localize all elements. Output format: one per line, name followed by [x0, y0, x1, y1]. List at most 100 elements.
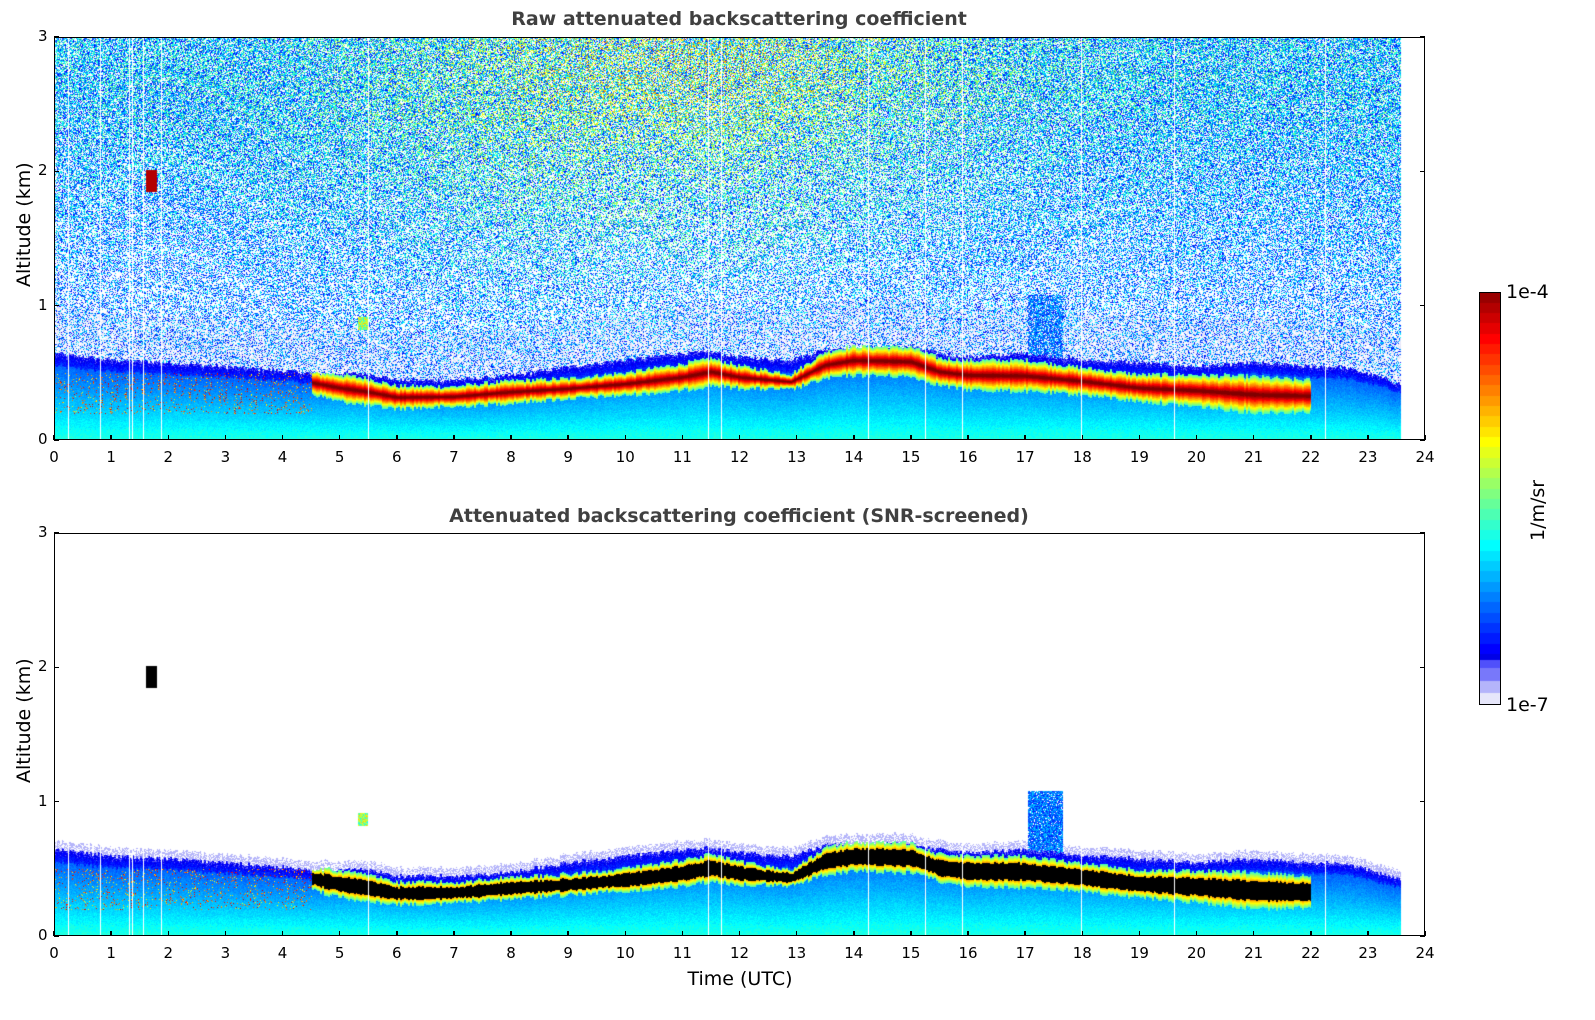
x-tick: [510, 435, 512, 440]
y-tick: [1420, 800, 1425, 803]
x-tick: [795, 435, 798, 440]
x-tick-label: 7: [449, 944, 459, 962]
colorbar-min-label: 1e-7: [1506, 694, 1549, 716]
x-tick-label: 13: [787, 944, 807, 962]
x-axis-label: Time (UTC): [687, 968, 793, 990]
x-tick-label: 4: [277, 944, 288, 962]
x-tick: [967, 931, 969, 936]
x-tick: [910, 931, 912, 936]
x-tick: [338, 435, 341, 440]
x-tick-label: 3: [220, 448, 231, 466]
colorbar-gradient: [1479, 292, 1501, 705]
x-tick: [1252, 931, 1255, 936]
y-tick: [54, 304, 59, 307]
y-tick: [54, 36, 59, 38]
y-tick-label: 2: [38, 161, 48, 180]
x-tick: [624, 435, 626, 440]
x-tick-label: 18: [1072, 944, 1092, 962]
top-heatmap-canvas: [54, 37, 1425, 440]
x-tick: [167, 435, 169, 440]
x-tick: [510, 931, 512, 936]
x-tick-label: 15: [901, 944, 921, 962]
x-tick-label: 1: [106, 448, 116, 466]
x-tick: [795, 931, 798, 936]
x-tick: [281, 435, 284, 440]
x-tick: [1424, 931, 1426, 936]
x-tick-label: 15: [901, 448, 921, 466]
x-tick-label: 23: [1358, 448, 1378, 466]
x-tick-label: 2: [163, 448, 174, 466]
x-tick-label: 5: [334, 448, 345, 466]
x-tick-label: 18: [1072, 448, 1092, 466]
top-heatmap: [54, 37, 1425, 440]
x-tick-label: 8: [506, 448, 516, 466]
bottom-panel-title: Attenuated backscattering coefficient (S…: [449, 505, 1029, 527]
y-tick-label: 0: [38, 926, 48, 944]
x-tick: [853, 931, 855, 936]
x-tick: [453, 931, 455, 936]
y-tick-label: 2: [38, 657, 48, 676]
x-tick-label: 21: [1244, 944, 1264, 962]
x-tick-label: 17: [1015, 448, 1035, 466]
x-tick-label: 14: [844, 448, 864, 466]
y-tick: [1420, 532, 1425, 534]
y-tick: [1420, 304, 1425, 307]
x-tick-label: 10: [615, 448, 635, 466]
y-tick: [54, 439, 59, 441]
x-tick: [1138, 931, 1141, 936]
top-y-axis-label: Altitude (km): [13, 162, 35, 287]
x-tick-label: 20: [1186, 944, 1207, 962]
x-tick-label: 4: [277, 448, 288, 466]
x-tick: [567, 435, 569, 440]
x-tick: [681, 931, 684, 936]
x-tick-label: 1: [106, 944, 116, 962]
x-tick-label: 20: [1186, 448, 1207, 466]
x-tick: [338, 931, 341, 936]
x-tick: [1367, 435, 1369, 440]
x-tick: [738, 435, 741, 440]
x-tick-label: 2: [163, 944, 174, 962]
y-tick: [1420, 935, 1425, 937]
y-tick: [54, 666, 59, 669]
y-tick: [54, 532, 59, 534]
top-panel-title: Raw attenuated backscattering coefficien…: [511, 8, 967, 30]
x-tick-label: 0: [49, 944, 59, 962]
x-tick-label: 5: [334, 944, 345, 962]
x-tick: [224, 931, 227, 936]
x-tick: [1424, 435, 1426, 440]
x-tick-label: 9: [563, 448, 573, 466]
x-tick-label: 23: [1358, 944, 1378, 962]
x-tick: [738, 931, 741, 936]
x-tick: [1081, 435, 1083, 440]
x-tick-label: 22: [1301, 448, 1321, 466]
x-tick-label: 10: [615, 944, 635, 962]
y-tick: [1420, 439, 1425, 441]
bottom-y-axis-label: Altitude (km): [13, 658, 35, 783]
x-tick-label: 11: [672, 448, 692, 466]
y-tick: [1420, 36, 1425, 38]
x-tick: [1367, 931, 1369, 936]
x-tick: [1024, 435, 1026, 440]
bottom-heatmap: [54, 533, 1425, 936]
colorbar-frame: [1479, 292, 1501, 705]
x-tick-label: 21: [1244, 448, 1264, 466]
x-tick-label: 9: [563, 944, 573, 962]
x-tick: [396, 931, 398, 936]
x-tick-label: 24: [1415, 448, 1435, 466]
x-tick: [567, 931, 569, 936]
x-tick-label: 6: [391, 944, 402, 962]
x-tick-label: 11: [672, 944, 692, 962]
x-tick: [967, 435, 969, 440]
x-tick: [110, 931, 112, 936]
x-tick: [1195, 931, 1198, 936]
y-tick-label: 1: [38, 295, 48, 314]
x-tick: [224, 435, 227, 440]
x-tick-label: 17: [1015, 944, 1035, 962]
y-tick: [1420, 170, 1425, 173]
x-tick-label: 13: [787, 448, 807, 466]
x-tick-label: 22: [1301, 944, 1321, 962]
x-tick-label: 19: [1129, 944, 1149, 962]
x-tick-label: 16: [958, 448, 978, 466]
x-tick: [453, 435, 455, 440]
x-tick: [1195, 435, 1198, 440]
